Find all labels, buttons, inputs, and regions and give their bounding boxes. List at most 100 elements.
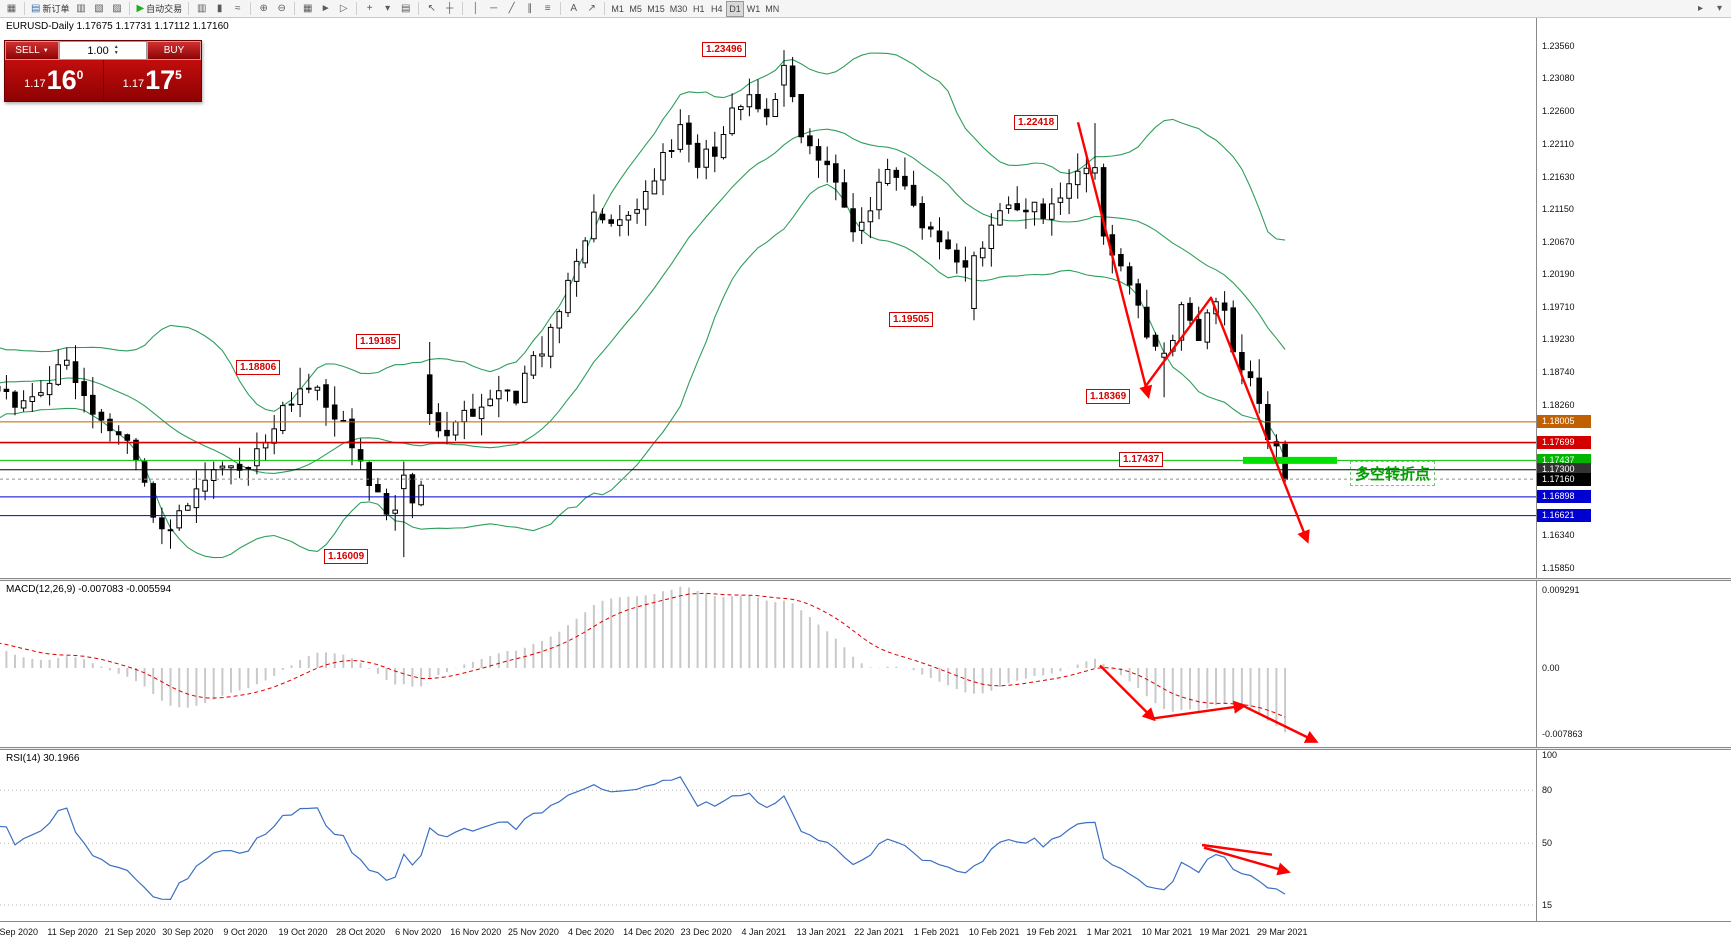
price-axis-border: [1536, 18, 1537, 921]
tf-h4[interactable]: H4: [708, 1, 725, 17]
price-tick: 1.18260: [1542, 399, 1575, 410]
tf-m5[interactable]: M5: [627, 1, 644, 17]
price-annotation-1.19185[interactable]: 1.19185: [356, 334, 401, 349]
templates-button[interactable]: ▤: [397, 1, 414, 17]
autotrading-button[interactable]: ▶ 自动交易: [134, 1, 184, 17]
price-tick: 1.20670: [1542, 236, 1575, 247]
rsi-tick: 80: [1542, 785, 1553, 796]
trend-arrow[interactable]: [1076, 122, 1153, 400]
crosshair-button[interactable]: ┼: [441, 1, 458, 17]
tf-m15[interactable]: M15: [645, 1, 667, 17]
tf-mn[interactable]: MN: [763, 1, 781, 17]
trend-arrow[interactable]: [1142, 296, 1310, 544]
fibonacci-button[interactable]: ≡: [539, 1, 556, 17]
price-tag-1.17160: 1.17160: [1537, 472, 1591, 486]
data-window-button[interactable]: ▧: [90, 1, 107, 17]
price-annotation-1.22418[interactable]: 1.22418: [1014, 115, 1059, 131]
new-order-button[interactable]: ▤ 新订单: [29, 1, 71, 17]
panel-separator[interactable]: [0, 747, 1731, 750]
trend-arrow[interactable]: [1201, 843, 1273, 856]
price-axis[interactable]: 1.23560 1.23080 1.22600 1.22110 1.21630 1.211…: [1537, 0, 1731, 947]
price-annotation-1.17437[interactable]: 1.17437: [1119, 452, 1164, 468]
toolbar: ▦ ▤ 新订单 ▥ ▧ ▨ ▶ 自动交易 ▥ ▮ ≈ ⊕ ⊖ ▦ ► ▷ + ▾ ▤ ↖ ┼ │ ─ ╱ ∥ ≡ A ↗ M1 M5 M15…: [0, 0, 1731, 18]
bid-price[interactable]: 1.17 16 0: [5, 60, 104, 101]
zoom-in-button[interactable]: ⊕: [255, 1, 272, 17]
volume-spinner[interactable]: ▲ ▼: [114, 45, 119, 56]
fibonacci-icon: ≡: [544, 2, 551, 14]
toolbar-separator: [356, 2, 358, 15]
text-label-button[interactable]: A: [565, 1, 582, 17]
rsi-panel[interactable]: [0, 750, 1537, 921]
volume-down-icon[interactable]: ▼: [113, 50, 119, 56]
text-label-icon: A: [570, 2, 578, 14]
arrows-tool-button[interactable]: ↗: [583, 1, 600, 17]
volume-input[interactable]: 1.00 ▲ ▼: [59, 41, 147, 60]
bar-chart-button[interactable]: ▥: [193, 1, 210, 17]
price-annotation-1.23496[interactable]: 1.23496: [702, 42, 747, 58]
ask-price-pipette: 5: [175, 68, 182, 82]
vertical-line-button[interactable]: │: [467, 1, 484, 17]
volume-up-icon[interactable]: ▲: [113, 44, 119, 50]
buy-label: BUY: [163, 45, 185, 56]
horizontal-line-button[interactable]: ─: [485, 1, 502, 17]
trendline-icon: ╱: [508, 2, 515, 14]
sell-dropdown-icon[interactable]: ▼: [42, 47, 49, 54]
price-tag-1.18005: 1.18005: [1537, 415, 1591, 429]
macd-tick: -0.007863: [1542, 729, 1583, 739]
tf-m1[interactable]: M1: [609, 1, 626, 17]
tf-m30[interactable]: M30: [668, 1, 690, 17]
tf-d1[interactable]: D1: [726, 0, 744, 17]
price-annotation-1.18806[interactable]: 1.18806: [236, 359, 281, 375]
date-label: 14 Dec 2020: [623, 927, 675, 937]
rsi-line: [0, 776, 1286, 901]
price-annotation-1.16009[interactable]: 1.16009: [324, 549, 369, 565]
date-label: 21 Sep 2020: [104, 927, 156, 937]
tile-windows-button[interactable]: ▦: [299, 1, 316, 17]
market-watch-button[interactable]: ▥: [72, 1, 89, 17]
price-tick: 1.18740: [1542, 367, 1575, 378]
toolbar-more-right[interactable]: ▸: [1692, 1, 1709, 17]
tf-h1[interactable]: H1: [690, 1, 707, 17]
toolbar-more-down[interactable]: ▾: [1711, 1, 1728, 17]
trend-arrow[interactable]: [1203, 846, 1291, 876]
date-label: 10 Feb 2021: [968, 927, 1020, 937]
text-annotation-turning-point[interactable]: 多空转折点: [1350, 461, 1436, 486]
date-axis[interactable]: 2 Sep 2020 11 Sep 2020 21 Sep 2020 30 Sep 2…: [0, 922, 1731, 947]
trendline-button[interactable]: ╱: [503, 1, 520, 17]
trend-arrow[interactable]: [1099, 664, 1156, 722]
chart-shift-button[interactable]: ▷: [335, 1, 352, 17]
buy-button[interactable]: BUY: [147, 41, 201, 60]
templates-icon: ▤: [400, 2, 411, 14]
navigator-icon: ▨: [112, 2, 122, 14]
ask-price-prefix: 1.17: [122, 78, 145, 90]
main-chart-panel[interactable]: [0, 18, 1537, 578]
navigator-button[interactable]: ▨: [108, 1, 125, 17]
equidistant-channel-button[interactable]: ∥: [521, 1, 538, 17]
date-label: 1 Feb 2021: [913, 927, 960, 937]
indicators-button[interactable]: +: [361, 1, 378, 17]
macd-panel[interactable]: [0, 581, 1537, 747]
trend-arrow[interactable]: [1152, 700, 1247, 720]
price-annotation-1.18369[interactable]: 1.18369: [1086, 389, 1131, 405]
toolbar-separator: [560, 2, 562, 15]
periods-dropdown-button[interactable]: ▾: [379, 1, 396, 17]
zoom-out-button[interactable]: ⊖: [273, 1, 290, 17]
chart-window-button[interactable]: ▦: [3, 1, 20, 17]
data-window-icon: ▧: [94, 2, 104, 14]
auto-scroll-button[interactable]: ►: [317, 1, 334, 17]
toolbar-separator: [462, 2, 464, 15]
price-tick: 1.19230: [1542, 334, 1575, 344]
trend-arrow[interactable]: [1242, 704, 1319, 743]
date-label: 30 Sep 2020: [162, 927, 214, 937]
panel-separator[interactable]: [0, 578, 1731, 581]
tf-w1[interactable]: W1: [745, 1, 763, 17]
price-annotation-1.19505[interactable]: 1.19505: [889, 312, 934, 328]
line-chart-button[interactable]: ≈: [229, 1, 246, 17]
macd-histogram: [5, 586, 1287, 733]
cursor-button[interactable]: ↖: [423, 1, 440, 17]
date-label: 2 Sep 2020: [0, 927, 39, 937]
ask-price[interactable]: 1.17 17 5: [104, 60, 202, 101]
candlestick-chart-button[interactable]: ▮: [211, 1, 228, 17]
price-tick: 1.21630: [1542, 171, 1575, 182]
sell-button[interactable]: SELL ▼: [5, 41, 59, 60]
